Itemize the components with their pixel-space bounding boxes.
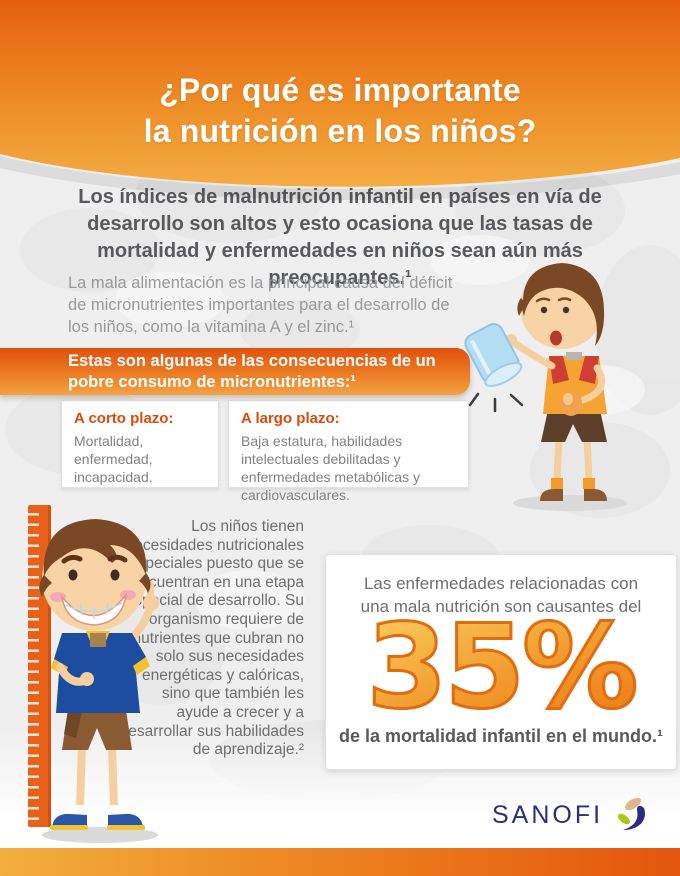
statistic-lead: Las enfermedades relacionadas con una ma… (326, 572, 676, 618)
statistic-caption: de la mortalidad infantil en el mundo.¹ (338, 726, 664, 746)
banner-line1: Estas son algunas de las consecuencias d… (68, 351, 436, 370)
long-term-title: A largo plazo: (241, 410, 340, 427)
short-term-title: A corto plazo: (74, 410, 174, 427)
ruler-face (39, 505, 48, 827)
intro-paragraph: Los índices de malnutrición infantil en … (78, 186, 602, 289)
header-curve-graphic (0, 0, 680, 200)
growth-paragraph: Los niños tienen necesidades nutricional… (119, 518, 304, 759)
page-title-line2: la nutrición en los niños? (143, 113, 537, 149)
short-term-body: Mortalidad, enfermedad, incapacidad. (74, 433, 153, 485)
page-title-line1: ¿Por qué es importante (159, 72, 521, 108)
boy-with-empty-glass-illustration (464, 263, 627, 511)
statistic-value: 35% (326, 608, 676, 727)
long-term-card: A largo plazo: Baja estatura, habilidade… (228, 400, 469, 503)
header-band: ¿Por qué es importante la nutrición en l… (0, 0, 680, 200)
boy-pointing-up-illustration (39, 519, 159, 843)
secondary-paragraph: La mala alimentación es la principal cau… (68, 274, 453, 336)
footer-bar (0, 848, 680, 876)
long-term-body: Baja estatura, habilidades intelectuales… (241, 433, 420, 503)
sanofi-bird-icon (618, 797, 646, 830)
sanofi-logo: SANOFI (492, 797, 649, 833)
banner-line2: pobre consumo de micronutrientes:¹ (68, 372, 356, 391)
page-title: ¿Por qué es importante la nutrición en l… (0, 70, 680, 152)
sanofi-wordmark: SANOFI (492, 800, 604, 829)
statistic-card: Las enfermedades relacionadas con una ma… (325, 554, 677, 770)
short-term-card: A corto plazo: Mortalidad, enfermedad, i… (61, 400, 219, 488)
statistic-lead-line1: Las enfermedades relacionadas con (363, 574, 639, 593)
statistic-lead-line2: una mala nutrición son causantes del (360, 597, 642, 616)
consequences-banner: Estas son algunas de las consecuencias d… (0, 348, 470, 395)
